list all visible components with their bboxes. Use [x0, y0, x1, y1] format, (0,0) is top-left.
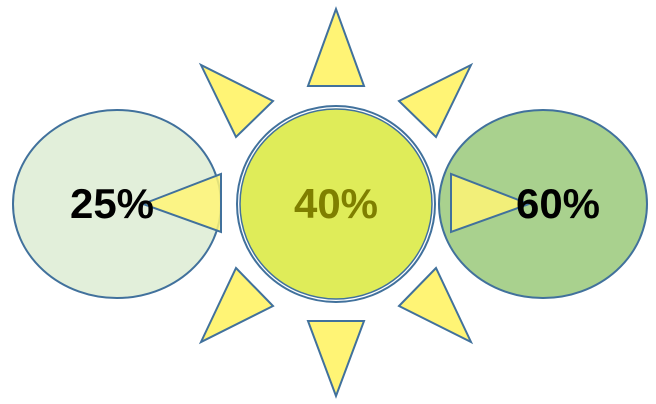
- center-circle-40: [239, 108, 433, 300]
- ray-upper-left: [198, 62, 275, 139]
- ray-top: [306, 6, 366, 87]
- sun-rays: [140, 6, 532, 399]
- center-percentage-label: 40%: [294, 180, 378, 227]
- ray-lower-right: [397, 266, 474, 345]
- ray-lower-left: [198, 266, 275, 345]
- left-percentage-label: 25%: [70, 180, 154, 227]
- right-percentage-label: 60%: [516, 180, 600, 227]
- center-circle-outline: [236, 105, 436, 303]
- right-circle-60: [438, 109, 648, 299]
- ray-upper-right: [397, 62, 474, 139]
- ray-right: [450, 172, 532, 234]
- ray-bottom: [306, 320, 366, 399]
- ray-left: [140, 172, 222, 234]
